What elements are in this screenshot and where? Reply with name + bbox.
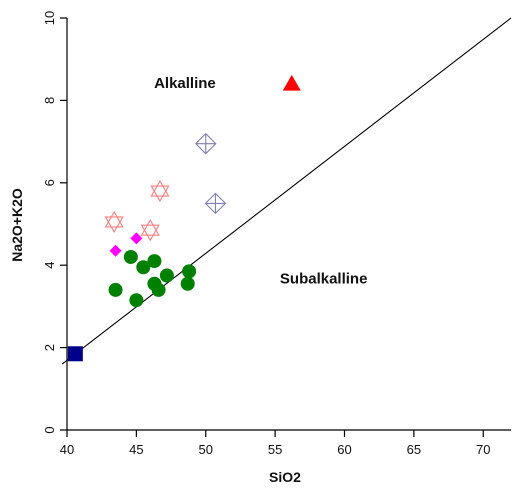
y-tick-label: 2 [42,344,57,351]
circle-marker [147,254,162,269]
circle-marker [151,282,166,297]
x-axis-label: SiO2 [269,469,301,485]
square-marker [67,346,83,362]
diamond-marker [130,232,143,245]
x-tick-label: 60 [337,442,351,457]
circle-marker [123,249,138,264]
x-tick-label: 55 [268,442,282,457]
alkaline-subalkaline-divider-line [61,17,512,365]
circle-marker [136,260,151,275]
y-tick-label: 0 [42,426,57,433]
plot-area: 40 45 50 55 60 65 70 0 2 4 6 8 10 Alkalline Subalkalli… [42,11,512,457]
star-marker-down [140,224,160,242]
star-marker-down [150,185,170,203]
circle-marker [159,268,174,283]
star-marker-up [150,179,170,197]
circle-marker [180,276,195,291]
x-tick-label: 70 [476,442,490,457]
circle-marker [129,293,144,308]
triangle-marker [282,74,301,91]
star-marker-up [140,219,160,236]
y-tick-label: 10 [42,11,57,25]
star-marker-down [104,216,124,234]
region-label-alkalline: Alkalline [154,75,216,92]
y-axis-label: Na2O+K2O [9,188,25,262]
x-tick-label: 40 [60,442,74,457]
y-tick-label: 8 [42,97,57,104]
diamond-marker [109,244,122,257]
x-tick-label: 65 [407,442,421,457]
x-tick-label: 45 [129,442,143,457]
circle-marker [108,282,123,297]
region-label-subalkalline: Subalkalline [280,271,368,288]
star-marker-up [104,210,124,228]
y-tick-label: 4 [42,262,57,269]
circle-marker [182,264,197,279]
y-tick-label: 6 [42,179,57,186]
x-tick-label: 50 [199,442,213,457]
